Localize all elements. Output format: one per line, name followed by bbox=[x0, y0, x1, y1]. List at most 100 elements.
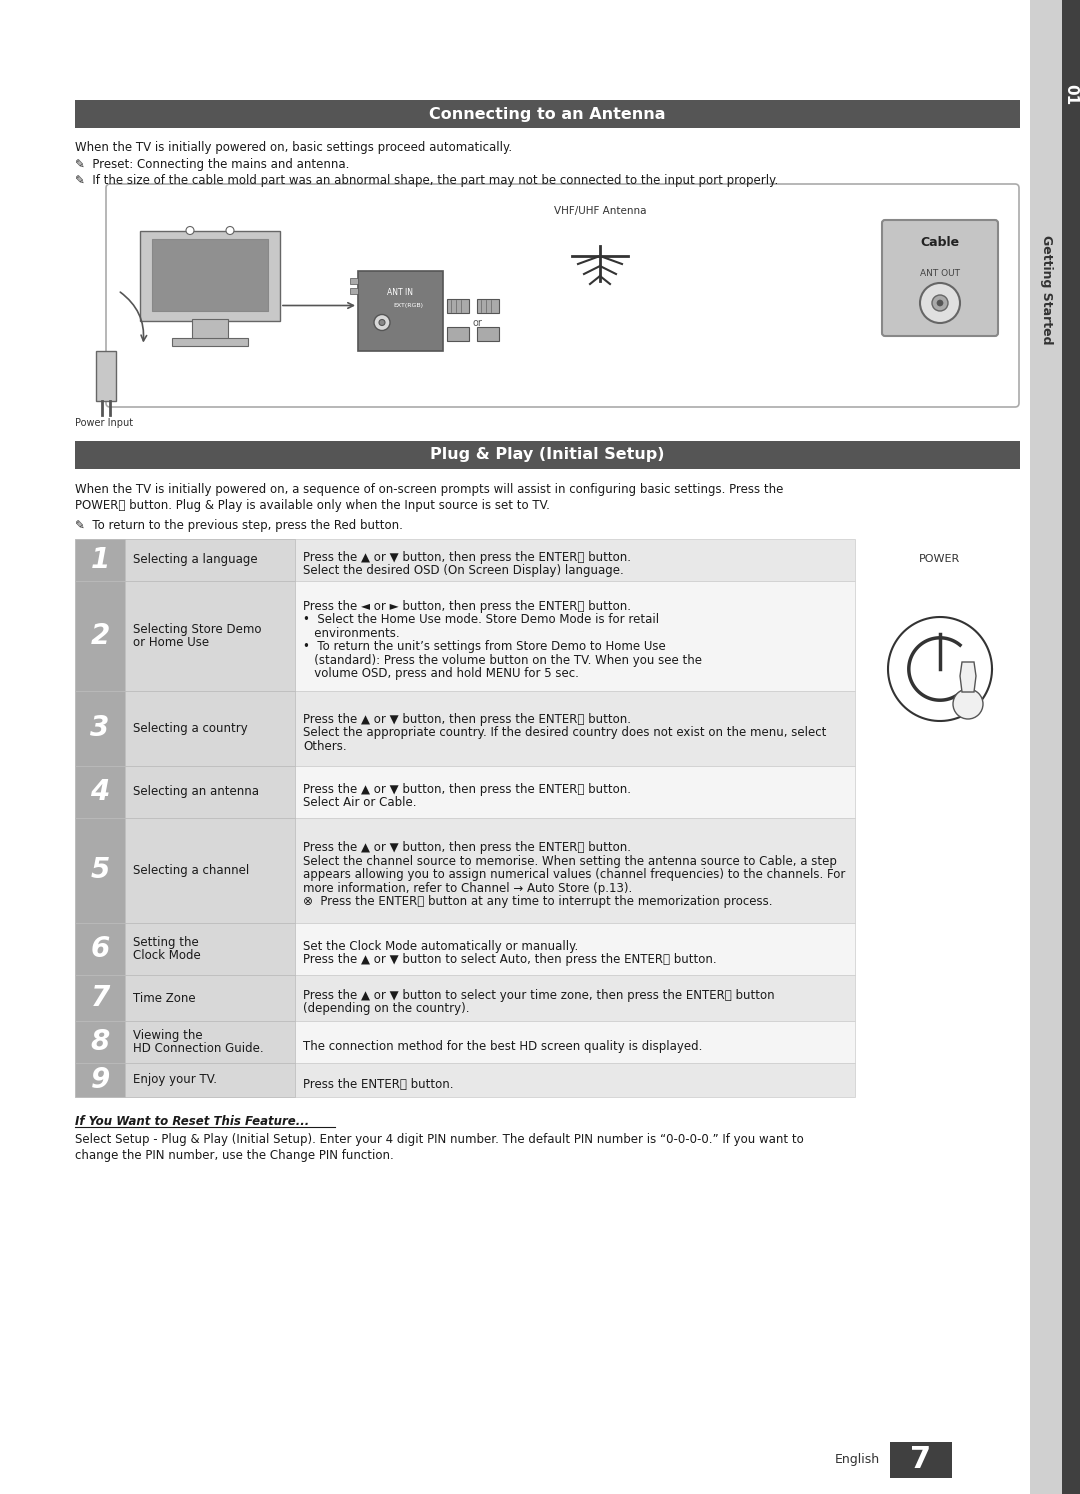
Text: If You Want to Reset This Feature...: If You Want to Reset This Feature... bbox=[75, 1115, 309, 1128]
Bar bbox=[1030, 0, 1062, 1494]
Text: Plug & Play (Initial Setup): Plug & Play (Initial Setup) bbox=[430, 448, 665, 463]
Bar bbox=[75, 581, 855, 692]
Bar bbox=[890, 1442, 951, 1478]
Text: 3: 3 bbox=[91, 714, 110, 743]
Bar bbox=[125, 976, 295, 1020]
Text: 7: 7 bbox=[910, 1446, 932, 1475]
Text: ANT OUT: ANT OUT bbox=[920, 269, 960, 278]
Text: When the TV is initially powered on, a sequence of on-screen prompts will assist: When the TV is initially powered on, a s… bbox=[75, 483, 783, 496]
Text: 7: 7 bbox=[91, 985, 110, 1011]
Bar bbox=[75, 976, 855, 1020]
Circle shape bbox=[953, 689, 983, 719]
Bar bbox=[75, 976, 125, 1020]
Bar bbox=[75, 1020, 125, 1064]
Bar bbox=[125, 766, 295, 819]
Bar bbox=[125, 819, 295, 923]
Text: •  Select the Home Use mode. Store Demo Mode is for retail: • Select the Home Use mode. Store Demo M… bbox=[303, 614, 659, 626]
Text: Press the ENTER⮐ button.: Press the ENTER⮐ button. bbox=[303, 1077, 454, 1091]
Text: Select Setup - Plug & Play (Initial Setup). Enter your 4 digit PIN number. The d: Select Setup - Plug & Play (Initial Setu… bbox=[75, 1132, 804, 1146]
Bar bbox=[125, 1020, 295, 1064]
Text: Set the Clock Mode automatically or manually.: Set the Clock Mode automatically or manu… bbox=[303, 940, 578, 953]
Bar bbox=[125, 581, 295, 692]
Text: Power Input: Power Input bbox=[75, 418, 133, 429]
Bar bbox=[477, 299, 499, 312]
Circle shape bbox=[379, 320, 384, 326]
Text: Select Air or Cable.: Select Air or Cable. bbox=[303, 796, 417, 810]
Text: Clock Mode: Clock Mode bbox=[133, 949, 201, 962]
Text: Press the ▲ or ▼ button, then press the ENTER⮐ button.: Press the ▲ or ▼ button, then press the … bbox=[303, 713, 631, 726]
Bar bbox=[350, 278, 357, 284]
Text: more information, refer to Channel → Auto Store (p.13).: more information, refer to Channel → Aut… bbox=[303, 881, 632, 895]
Text: Press the ▲ or ▼ button, then press the ENTER⮐ button.: Press the ▲ or ▼ button, then press the … bbox=[303, 783, 631, 796]
Text: When the TV is initially powered on, basic settings proceed automatically.: When the TV is initially powered on, bas… bbox=[75, 140, 512, 154]
FancyBboxPatch shape bbox=[106, 184, 1020, 406]
Text: Selecting a country: Selecting a country bbox=[133, 722, 247, 735]
Text: ✎  Preset: Connecting the mains and antenna.: ✎ Preset: Connecting the mains and anten… bbox=[75, 158, 349, 170]
Bar bbox=[75, 581, 125, 692]
Bar bbox=[172, 338, 248, 345]
Text: 8: 8 bbox=[91, 1028, 110, 1056]
Text: Selecting Store Demo: Selecting Store Demo bbox=[133, 623, 261, 636]
Text: or: or bbox=[472, 318, 482, 329]
Text: Press the ▲ or ▼ button to select your time zone, then press the ENTER⮐ button: Press the ▲ or ▼ button to select your t… bbox=[303, 989, 774, 1002]
Text: 2: 2 bbox=[91, 622, 110, 650]
Bar bbox=[125, 539, 295, 581]
Polygon shape bbox=[960, 662, 976, 692]
Bar bbox=[75, 819, 125, 923]
Text: Viewing the: Viewing the bbox=[133, 1029, 203, 1041]
Bar bbox=[75, 1020, 855, 1064]
Bar bbox=[75, 1064, 855, 1097]
Text: EXT(RGB): EXT(RGB) bbox=[393, 303, 423, 308]
Text: Select the desired OSD (On Screen Display) language.: Select the desired OSD (On Screen Displa… bbox=[303, 565, 624, 577]
Bar bbox=[447, 327, 469, 341]
Text: environments.: environments. bbox=[303, 627, 400, 639]
Text: change the PIN number, use the Change PIN function.: change the PIN number, use the Change PI… bbox=[75, 1149, 394, 1162]
Bar bbox=[75, 766, 125, 819]
Text: English: English bbox=[835, 1454, 880, 1467]
Bar bbox=[357, 270, 443, 351]
Bar bbox=[75, 923, 125, 976]
Text: Time Zone: Time Zone bbox=[133, 992, 195, 1004]
Text: 01: 01 bbox=[1064, 85, 1079, 106]
Text: 5: 5 bbox=[91, 856, 110, 884]
Bar bbox=[1062, 0, 1080, 1494]
Bar bbox=[192, 318, 228, 341]
Circle shape bbox=[226, 227, 234, 235]
Circle shape bbox=[932, 294, 948, 311]
Text: Getting Started: Getting Started bbox=[1040, 235, 1053, 345]
Text: POWER⏻ button. ​Plug & Play is available only when the Input source is set to TV: POWER⏻ button. ​Plug & Play is available… bbox=[75, 499, 550, 512]
Bar bbox=[477, 327, 499, 341]
Text: Cable: Cable bbox=[920, 236, 959, 249]
Bar bbox=[125, 1064, 295, 1097]
Text: 9: 9 bbox=[91, 1067, 110, 1094]
Text: Connecting to an Antenna: Connecting to an Antenna bbox=[429, 106, 665, 121]
Bar bbox=[75, 539, 855, 581]
Text: Press the ▲ or ▼ button to select Auto, then press the ENTER⮐ button.: Press the ▲ or ▼ button to select Auto, … bbox=[303, 953, 717, 967]
Bar bbox=[75, 923, 855, 976]
Text: The connection method for the best HD screen quality is displayed.: The connection method for the best HD sc… bbox=[303, 1040, 702, 1053]
Circle shape bbox=[920, 282, 960, 323]
Text: Others.: Others. bbox=[303, 740, 347, 753]
Text: Select the appropriate country. If the desired country does not exist on the men: Select the appropriate country. If the d… bbox=[303, 726, 826, 740]
Bar bbox=[75, 1064, 125, 1097]
Bar bbox=[96, 351, 116, 400]
Text: Selecting a channel: Selecting a channel bbox=[133, 864, 249, 877]
Bar bbox=[75, 692, 855, 766]
Text: Press the ▲ or ▼ button, then press the ENTER⮐ button.: Press the ▲ or ▼ button, then press the … bbox=[303, 551, 631, 563]
Bar bbox=[152, 239, 268, 311]
Bar bbox=[447, 299, 469, 312]
Text: Select the channel source to memorise. When setting the antenna source to Cable,: Select the channel source to memorise. W… bbox=[303, 855, 837, 868]
FancyBboxPatch shape bbox=[882, 220, 998, 336]
Bar bbox=[350, 287, 357, 293]
Bar bbox=[75, 100, 1020, 128]
Text: volume OSD, press and hold MENU for 5 sec.: volume OSD, press and hold MENU for 5 se… bbox=[303, 668, 579, 680]
Text: or Home Use: or Home Use bbox=[133, 636, 210, 648]
Bar bbox=[75, 692, 125, 766]
Text: Enjoy your TV.: Enjoy your TV. bbox=[133, 1074, 217, 1086]
Text: ANT IN: ANT IN bbox=[387, 288, 413, 297]
Text: Setting the: Setting the bbox=[133, 937, 199, 949]
Text: (standard): Press the volume button on the TV. When you see the: (standard): Press the volume button on t… bbox=[303, 654, 702, 666]
Text: 6: 6 bbox=[91, 935, 110, 964]
Text: VHF/UHF Antenna: VHF/UHF Antenna bbox=[554, 206, 646, 217]
Circle shape bbox=[186, 227, 194, 235]
